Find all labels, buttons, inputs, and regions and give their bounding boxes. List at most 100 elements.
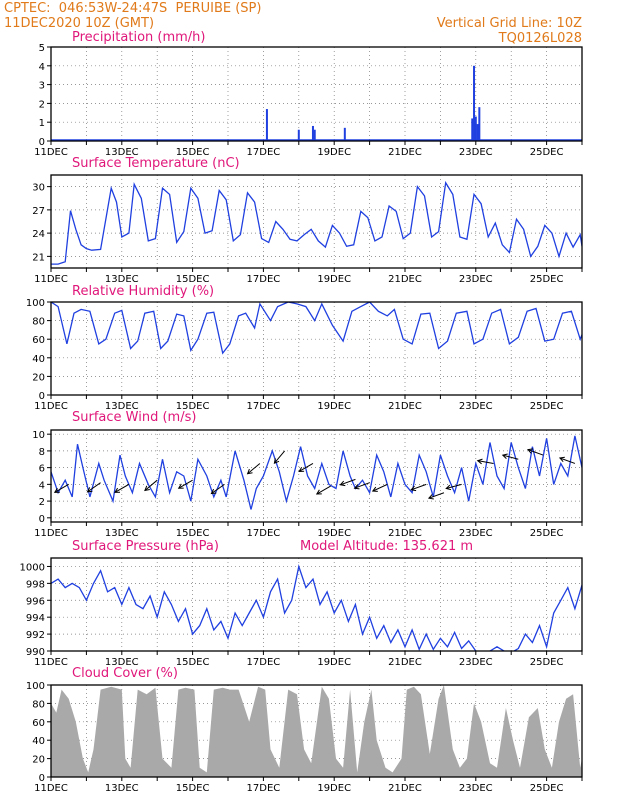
wind-xtick-label: 19DEC: [317, 528, 351, 539]
pres-frame: [50, 557, 583, 652]
pres-series-line: [51, 564, 582, 651]
wind-arrow-head: [177, 483, 184, 489]
cloud-ytick-label: 80: [32, 699, 45, 710]
wind-arrow-head: [246, 468, 253, 475]
wind-ytick-label: 8: [39, 447, 45, 458]
precip-xtick-label: 19DEC: [317, 147, 351, 158]
pres-xtick-label: 23DEC: [459, 657, 493, 668]
precip-xtick-label: 25DEC: [530, 147, 564, 158]
precip-ytick-label: 3: [39, 81, 45, 92]
wind-arrow-shaft: [273, 450, 286, 464]
cloud-xtick-label: 13DEC: [105, 783, 139, 794]
wind-arrow-shaft: [446, 483, 462, 489]
wind-arrow-shaft: [527, 449, 544, 456]
precip-bar: [343, 127, 346, 141]
rh-ytick-label: 60: [32, 335, 45, 346]
pres-ytick-label: 994: [26, 613, 45, 624]
wind-arrow-shaft: [87, 482, 101, 493]
cloud-xtick-label: 19DEC: [317, 783, 351, 794]
precip-plot: [51, 65, 582, 141]
cloud-ytick-label: 100: [26, 681, 45, 692]
wind-ytick-label: 4: [39, 480, 45, 491]
rh-plot: [51, 302, 582, 355]
wind-arrow-shaft: [340, 478, 356, 486]
wind-arrow-shaft: [144, 479, 158, 491]
precip-bar: [471, 118, 474, 141]
rh-xtick-label: 25DEC: [530, 401, 564, 412]
wind-frame: [50, 429, 583, 523]
temp-series-line: [51, 180, 582, 265]
header-model: TQ0126L028: [498, 31, 582, 46]
wind-arrow-shaft: [298, 463, 314, 472]
temp-xtick-label: 21DEC: [388, 274, 422, 285]
wind-arrow-shaft: [114, 483, 130, 493]
model-altitude: Model Altitude: 135.621 m: [300, 539, 474, 554]
precip-bar: [478, 107, 481, 141]
pres-ytick-label: 998: [26, 579, 45, 590]
wind-arrow-head: [315, 489, 322, 495]
temp-xtick-label: 11DEC: [34, 274, 68, 285]
wind-ytick-label: 10: [32, 430, 45, 441]
wind-title: Surface Wind (m/s): [72, 410, 197, 425]
wind-arrow-shaft: [354, 482, 370, 489]
precip-bar: [297, 129, 300, 141]
wind-arrow-head: [144, 485, 150, 492]
wind-arrow-shaft: [502, 454, 519, 460]
pres-xtick-label: 11DEC: [34, 657, 68, 668]
wind-series-line: [51, 435, 582, 510]
temp-ytick-label: 21: [32, 252, 45, 263]
precip-bar: [311, 125, 314, 141]
pres-ytick-label: 990: [26, 647, 45, 658]
temp-xtick-label: 23DEC: [459, 274, 493, 285]
wind-arrow-shaft: [559, 457, 576, 464]
pres-xtick-label: 15DEC: [176, 657, 210, 668]
wind-arrow-head: [353, 484, 360, 490]
pressure-title: Surface Pressure (hPa): [72, 539, 219, 554]
temp-ytick-label: 27: [32, 206, 45, 217]
wind-plot: [51, 435, 582, 510]
cloud-frame: [50, 684, 583, 778]
wind-arrow-head: [114, 487, 121, 493]
wind-arrow-shaft: [477, 460, 494, 464]
precip-xtick-label: 17DEC: [247, 147, 281, 158]
cloud-title: Cloud Cover (%): [72, 666, 178, 681]
wind-arrow-shaft: [372, 483, 388, 492]
temp-frame: [50, 174, 583, 269]
temp-ytick-label: 24: [32, 229, 45, 240]
temp-xtick-label: 15DEC: [176, 274, 210, 285]
wind-arrow-head: [410, 485, 417, 492]
precip-ytick-label: 2: [39, 99, 45, 110]
wind-xtick-label: 23DEC: [459, 528, 493, 539]
precip-frame: [50, 46, 583, 142]
pres-xtick-label: 17DEC: [247, 657, 281, 668]
wind-arrow-head: [273, 458, 280, 465]
precip-ytick-label: 1: [39, 118, 45, 129]
wind-arrow-head: [86, 487, 93, 493]
precip-xtick-label: 21DEC: [388, 147, 422, 158]
cloud-xtick-label: 17DEC: [247, 783, 281, 794]
pres-xtick-label: 21DEC: [388, 657, 422, 668]
cloud-xtick-label: 23DEC: [459, 783, 493, 794]
wind-xtick-label: 25DEC: [530, 528, 564, 539]
rh-xtick-label: 19DEC: [317, 401, 351, 412]
header-date: 11DEC2020 10Z (GMT): [4, 16, 155, 31]
wind-arrow-head: [558, 456, 565, 463]
temp-xtick-label: 19DEC: [317, 274, 351, 285]
precipitation-title: Precipitation (mm/h): [72, 30, 206, 45]
cloud-cover-area: [51, 685, 582, 777]
wind-xtick-label: 13DEC: [105, 528, 139, 539]
rh-xtick-label: 21DEC: [388, 401, 422, 412]
rh-ytick-label: 80: [32, 317, 45, 328]
pres-xtick-label: 25DEC: [530, 657, 564, 668]
cloud-plot: [51, 685, 582, 777]
wind-arrow-shaft: [54, 483, 69, 493]
precip-bar: [265, 109, 268, 141]
rh-xtick-label: 11DEC: [34, 401, 68, 412]
header-grid-line: Vertical Grid Line: 10Z: [436, 16, 582, 31]
wind-ytick-label: 6: [39, 464, 45, 475]
rh-ytick-label: 40: [32, 354, 45, 365]
precip-bar: [474, 116, 477, 141]
rh-ytick-label: 20: [32, 372, 45, 383]
rh-xtick-label: 13DEC: [105, 401, 139, 412]
rh-frame: [50, 301, 583, 396]
